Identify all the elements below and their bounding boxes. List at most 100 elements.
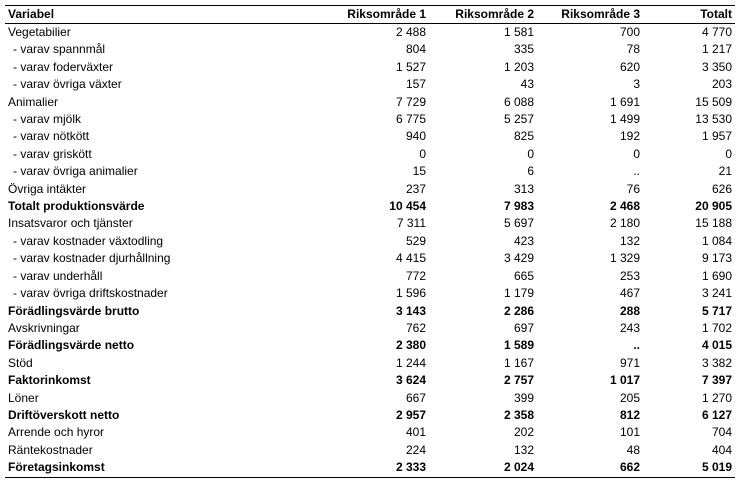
table-row: - varav kostnader växtodling 529 423 132 1 0…: [5, 233, 735, 250]
value-cell: 1 527: [395, 59, 426, 74]
value-cell: 1 499: [609, 112, 640, 127]
table-row: Avskrivningar 762 697 243 1 702: [5, 320, 735, 337]
value-cell: 13 530: [695, 112, 732, 127]
table-row: Förädlingsvärde netto 2 380 1 589.. 4 015: [5, 337, 735, 354]
value-cell: 1 179: [503, 286, 534, 301]
value-cell: 1 581: [503, 25, 534, 39]
label-cell: - varav mjölk: [13, 112, 82, 127]
table-row: Räntekostnader 224 132 48 404: [5, 442, 735, 459]
label-cell: - varav övriga växter: [13, 77, 122, 92]
table-row: - varav foderväxter 1 527 1 203 620 3 350: [5, 59, 735, 76]
value-cell: 9 173: [701, 251, 732, 266]
value-cell: 253: [619, 268, 640, 283]
value-cell: 662: [537, 459, 643, 478]
value-cell: 6: [527, 164, 534, 179]
table-body: Vegetabilier 2 488 1 581 700 4 770 - varav sp…: [5, 24, 735, 478]
value-cell: 157: [405, 77, 426, 92]
label-cell: - varav underhåll: [13, 268, 103, 283]
value-cell: 3 429: [503, 251, 534, 266]
value-cell: 3 241: [701, 286, 732, 301]
value-cell: 1 084: [701, 233, 732, 248]
value-cell: 5 257: [503, 112, 534, 127]
value-cell: 0: [419, 146, 426, 161]
value-cell: 1 270: [701, 390, 732, 405]
value-cell: 6 088: [503, 94, 534, 109]
label-cell: - varav kostnader djurhållning: [13, 251, 171, 266]
value-cell: 2 333: [325, 459, 429, 478]
table-row: Totalt produktionsvärde 10 454 7 983 2 468 2…: [5, 198, 735, 215]
value-cell: 7 311: [396, 216, 426, 231]
value-cell: 7 729: [395, 94, 426, 109]
value-cell: 0: [633, 146, 640, 161]
value-cell: 5 019: [643, 459, 735, 478]
table-row: - varav övriga växter 157 43 3 203: [5, 76, 735, 93]
table-row: - varav underhåll 772 665 253 1 690: [5, 268, 735, 285]
table-row: Arrende och hyror 401 202 101 704: [5, 424, 735, 441]
value-cell: 20 905: [695, 199, 732, 214]
label-cell: Totalt produktionsvärde: [8, 199, 145, 214]
value-cell: ..: [633, 338, 640, 353]
table-row: Animalier 7 729 6 088 1 691 15 509: [5, 94, 735, 111]
value-cell: 0: [527, 146, 534, 161]
table-row: - varav kostnader djurhållning 4 415 3 429…: [5, 250, 735, 267]
label-cell: Övriga intäkter: [8, 181, 87, 196]
value-cell: 1 217: [701, 42, 732, 57]
table-row: Vegetabilier 2 488 1 581 700 4 770: [5, 24, 735, 42]
value-cell: 1 329: [609, 251, 640, 266]
table-row: Faktorinkomst 3 624 2 757 1 017 7 397: [5, 372, 735, 389]
value-cell: 1 017: [609, 373, 640, 388]
value-cell: 825: [513, 129, 534, 144]
label-cell: - varav nötkött: [13, 129, 90, 144]
label-cell: Driftöverskott netto: [8, 407, 120, 422]
label-cell: Insatsvaror och tjänster: [8, 216, 133, 231]
value-cell: 1 244: [395, 355, 426, 370]
table-row: - varav övriga animalier 15 6.. 21: [5, 163, 735, 180]
value-cell: 205: [619, 390, 640, 405]
value-cell: 626: [711, 181, 732, 196]
value-cell: 3 382: [701, 355, 732, 370]
value-cell: 772: [405, 268, 426, 283]
table-row: Driftöverskott netto 2 957 2 358 812 6 127: [5, 407, 735, 424]
value-cell: 15 188: [695, 216, 732, 231]
value-cell: ..: [633, 164, 640, 179]
table-row: Insatsvaror och tjänster 7 311 5 697 2 180 1…: [5, 215, 735, 232]
column-header: Riksområde 1: [325, 5, 429, 24]
value-cell: 2 957: [395, 407, 426, 422]
value-cell: 3 350: [701, 59, 732, 74]
value-cell: 401: [405, 425, 426, 440]
value-cell: 667: [405, 390, 426, 405]
value-cell: 5 717: [701, 303, 732, 318]
label-cell: - varav griskött: [13, 146, 92, 161]
value-cell: 237: [405, 181, 426, 196]
value-cell: 2 358: [503, 407, 534, 422]
value-cell: 4 770: [701, 25, 732, 39]
table-row: Övriga intäkter 237 313 76 626: [5, 181, 735, 198]
value-cell: 2 488: [395, 25, 426, 39]
value-cell: 1 596: [395, 286, 426, 301]
value-cell: 6 127: [701, 407, 732, 422]
value-cell: 2 757: [503, 373, 534, 388]
table-row: Företagsinkomst 2 333 2 024 662 5 019: [5, 459, 735, 478]
label-cell: Animalier: [8, 94, 59, 109]
value-cell: 812: [619, 407, 640, 422]
table-row: - varav griskött 0 0 0 0: [5, 146, 735, 163]
value-cell: 7 397: [701, 373, 732, 388]
value-cell: 132: [619, 233, 640, 248]
value-cell: 467: [619, 286, 640, 301]
label-cell: Stöd: [8, 355, 33, 370]
value-cell: 3: [633, 77, 640, 92]
value-cell: 423: [513, 233, 534, 248]
value-cell: 6 775: [395, 112, 426, 127]
table-row: Löner 667 399 205 1 270: [5, 390, 735, 407]
label-cell: Företagsinkomst: [5, 459, 325, 478]
value-cell: 804: [405, 42, 426, 57]
value-cell: 3 624: [395, 373, 426, 388]
header-row: Variabel Riksområde 1 Riksområde 2 Riksområ…: [5, 5, 735, 24]
label-cell: - varav övriga animalier: [13, 164, 138, 179]
value-cell: 313: [513, 181, 534, 196]
column-header: Riksområde 3: [537, 5, 643, 24]
value-cell: 48: [626, 442, 640, 457]
label-cell: - varav foderväxter: [13, 59, 114, 74]
value-cell: 704: [711, 425, 732, 440]
table-row: - varav mjölk 6 775 5 257 1 499 13 530: [5, 111, 735, 128]
